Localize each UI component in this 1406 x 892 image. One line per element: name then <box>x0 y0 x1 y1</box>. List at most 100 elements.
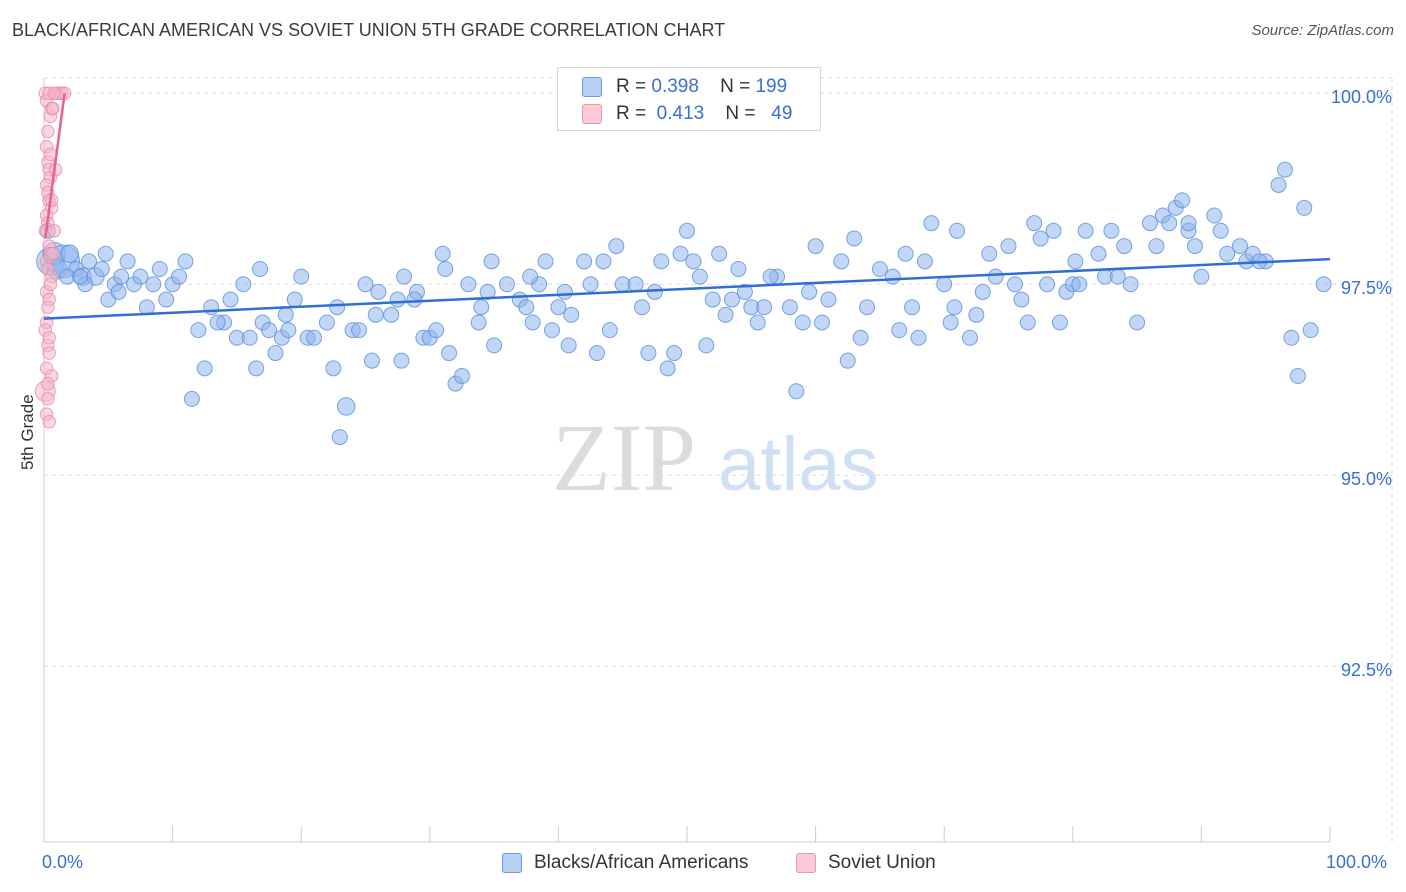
point-blacks <box>794 314 811 331</box>
point-blacks <box>852 329 869 346</box>
series-blacks-points <box>36 161 1332 446</box>
point-blacks <box>1270 176 1287 193</box>
point-blacks <box>1026 215 1043 232</box>
point-soviet <box>42 331 56 345</box>
point-blacks <box>1019 314 1036 331</box>
point-blacks <box>306 329 323 346</box>
point-blacks <box>1103 222 1120 239</box>
point-blacks <box>1148 238 1165 255</box>
point-blacks <box>1180 215 1197 232</box>
point-blacks <box>183 390 200 407</box>
point-blacks <box>367 306 384 323</box>
point-blacks <box>473 299 490 316</box>
point-blacks <box>659 360 676 377</box>
legend-swatch-blacks <box>582 77 602 97</box>
point-blacks <box>518 299 535 316</box>
point-blacks <box>336 397 356 416</box>
point-blacks <box>749 314 766 331</box>
point-blacks <box>428 322 445 339</box>
point-blacks <box>1051 314 1068 331</box>
point-blacks <box>241 329 258 346</box>
point-soviet <box>47 86 62 101</box>
point-soviet <box>41 124 55 139</box>
point-soviet <box>43 277 58 292</box>
point-blacks <box>1302 322 1319 339</box>
point-blacks <box>601 322 618 339</box>
bottom-legend-label-blacks: Blacks/African Americans <box>534 852 749 873</box>
point-blacks <box>1141 215 1158 232</box>
point-blacks <box>595 253 612 270</box>
point-blacks <box>981 245 998 262</box>
y-axis-label: 5th Grade <box>18 394 37 470</box>
point-blacks <box>698 337 715 354</box>
point-blacks <box>171 268 188 285</box>
point-blacks <box>1231 238 1248 255</box>
point-blacks <box>325 360 342 377</box>
point-blacks <box>781 299 798 316</box>
legend-n-value-blacks: 199 <box>755 76 788 97</box>
point-blacks <box>563 306 580 323</box>
point-blacks <box>730 261 747 277</box>
point-blacks <box>293 268 310 285</box>
point-blacks <box>252 261 269 277</box>
point-blacks <box>942 314 959 331</box>
point-blacks <box>434 245 451 262</box>
point-blacks <box>72 268 89 285</box>
point-blacks <box>498 276 515 293</box>
point-blacks <box>1129 314 1146 331</box>
point-blacks <box>1013 291 1030 308</box>
point-blacks <box>666 345 683 362</box>
point-soviet <box>46 246 60 261</box>
point-blacks <box>724 291 741 308</box>
point-blacks <box>209 314 226 331</box>
legend-box: R = 0.398 N = 199 R = 0.413 N = 49 <box>557 67 821 131</box>
point-blacks <box>151 261 168 277</box>
legend-r-value-soviet: 0.413 <box>656 103 705 124</box>
point-soviet <box>41 300 55 314</box>
point-blacks <box>1067 253 1084 270</box>
point-blacks <box>196 360 213 377</box>
point-blacks <box>961 329 978 346</box>
point-blacks <box>949 222 966 239</box>
point-blacks <box>884 268 901 285</box>
point-blacks <box>522 268 539 285</box>
point-blacks <box>1032 230 1049 247</box>
point-blacks <box>762 268 779 285</box>
point-blacks <box>543 322 560 339</box>
point-blacks <box>916 253 933 270</box>
point-blacks <box>1000 238 1017 255</box>
watermark: ZIP atlas <box>552 404 879 511</box>
point-blacks <box>145 276 162 293</box>
point-blacks <box>393 352 410 369</box>
point-blacks <box>679 222 695 239</box>
point-blacks <box>891 322 908 339</box>
point-blacks <box>560 337 577 354</box>
point-blacks <box>158 291 175 308</box>
chart-source: Source: ZipAtlas.com <box>1251 22 1394 39</box>
point-blacks <box>968 306 985 323</box>
point-blacks <box>235 276 252 293</box>
point-blacks <box>820 291 837 308</box>
point-blacks <box>524 314 541 331</box>
point-blacks <box>460 276 477 293</box>
point-blacks <box>1071 276 1088 293</box>
point-blacks <box>286 291 303 308</box>
point-blacks <box>81 253 98 270</box>
point-blacks <box>1161 215 1178 232</box>
bottom-legend-soviet: Soviet Union <box>796 852 936 874</box>
point-blacks <box>550 299 567 316</box>
axes <box>43 78 1331 843</box>
point-blacks <box>1186 238 1203 255</box>
point-soviet <box>42 415 56 429</box>
point-blacks <box>277 306 294 323</box>
point-blacks <box>383 306 400 323</box>
legend-swatch-soviet <box>582 104 602 124</box>
point-blacks <box>923 215 940 232</box>
legend-r-value-blacks: 0.398 <box>651 76 699 97</box>
bottom-legend-label-soviet: Soviet Union <box>828 852 936 873</box>
legend-r-label: R = <box>616 103 647 124</box>
point-blacks <box>1006 276 1023 293</box>
point-blacks <box>437 261 454 277</box>
watermark-zip: ZIP <box>552 404 696 511</box>
point-blacks <box>859 299 876 316</box>
